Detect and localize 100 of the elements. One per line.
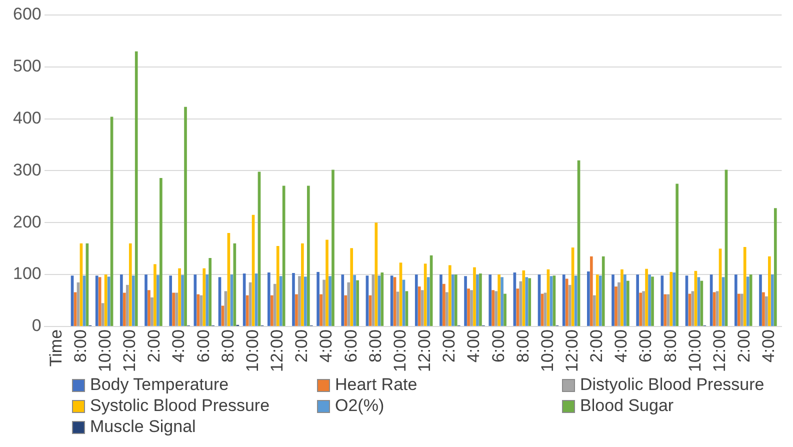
x-tick-label: 6:00 (341, 329, 360, 363)
bar (181, 275, 184, 326)
bar (590, 256, 593, 326)
bar (128, 243, 132, 326)
bar (598, 276, 602, 326)
bar (476, 274, 479, 326)
bar (700, 280, 704, 326)
bar (620, 269, 624, 326)
bar (442, 284, 446, 326)
bar (648, 274, 651, 326)
bar (356, 280, 359, 326)
bar (279, 276, 282, 326)
bar (292, 272, 295, 326)
bar (473, 267, 476, 326)
bar (596, 274, 599, 326)
bar (178, 268, 181, 326)
bar (602, 256, 605, 326)
bar (320, 294, 322, 326)
legend-label: Blood Sugar (580, 396, 674, 416)
bar (144, 274, 148, 326)
bar (414, 274, 418, 326)
bar (565, 278, 568, 326)
x-tick-label: 12:00 (415, 329, 434, 372)
bar (196, 294, 200, 326)
x-tick-label: 6:00 (194, 329, 213, 363)
bar (350, 248, 354, 326)
x-tick-label: 10:00 (685, 329, 704, 372)
bar (660, 276, 664, 326)
y-tick-label: 0 (32, 316, 42, 336)
bar (347, 282, 350, 326)
x-tick-label: 6:00 (488, 329, 508, 363)
bar (424, 264, 427, 326)
bar (743, 247, 746, 326)
bar (420, 290, 424, 326)
legend-label: Heart Rate (335, 375, 418, 395)
x-tick-label: 12:00 (120, 329, 140, 372)
bar (645, 268, 648, 326)
bar (467, 288, 470, 326)
bar (270, 295, 274, 326)
bar (322, 280, 326, 326)
bar (500, 277, 504, 326)
legend-label: Distyolic Blood Pressure (580, 375, 764, 395)
bar (522, 270, 526, 326)
bar (184, 106, 187, 326)
bar (132, 276, 135, 326)
x-tick-label: 4:00 (464, 329, 484, 363)
bar (123, 292, 126, 326)
x-tick-label: 8:00 (366, 329, 385, 363)
y-tick-label: 100 (12, 264, 42, 284)
bar (676, 184, 679, 326)
bar (771, 274, 774, 326)
bar (95, 276, 98, 326)
bar (626, 280, 630, 326)
bar (380, 272, 384, 326)
bar (150, 297, 154, 326)
y-tick-label: 600 (12, 4, 42, 24)
bar (344, 295, 348, 326)
bar (169, 276, 172, 326)
bar (208, 258, 212, 326)
bar (492, 290, 495, 326)
legend-label: O2(%) (335, 396, 384, 416)
bar (378, 276, 381, 326)
bar (618, 282, 620, 326)
bar (273, 284, 276, 326)
legend-label: Systolic Blood Pressure (90, 396, 270, 416)
x-tick-label: 2:00 (734, 329, 754, 363)
y-tick-label: 300 (12, 160, 42, 180)
bar (328, 276, 332, 326)
x-tick-label: 8:00 (513, 329, 532, 363)
x-tick-label: 10:00 (390, 329, 410, 372)
bar (451, 274, 454, 326)
bar (592, 295, 596, 326)
bar (126, 284, 129, 326)
bar (440, 274, 442, 326)
bar (206, 274, 209, 326)
bar (624, 274, 626, 326)
y-tick-label: 400 (12, 108, 42, 128)
bar (301, 243, 304, 326)
bar (612, 274, 614, 326)
bar (200, 295, 203, 326)
bar (488, 274, 492, 326)
bar (454, 274, 458, 326)
bar (154, 264, 156, 326)
bar (666, 294, 670, 326)
bar (418, 286, 421, 326)
bar (498, 274, 500, 326)
bar (202, 268, 206, 326)
x-tick-label: 12:00 (710, 329, 729, 372)
x-tick-label: 6:00 (636, 329, 656, 363)
y-tick-label: 200 (12, 212, 42, 232)
x-tick-label: 12:00 (562, 329, 582, 372)
x-tick-label: Time (46, 329, 66, 367)
x-tick-label: 10:00 (96, 329, 114, 372)
bar (762, 292, 765, 326)
bar (587, 271, 590, 326)
bar (494, 291, 498, 326)
x-tick-label: 2:00 (587, 329, 606, 363)
x-tick-label: 8:00 (70, 329, 90, 363)
bar (734, 274, 738, 326)
bar (672, 272, 676, 326)
